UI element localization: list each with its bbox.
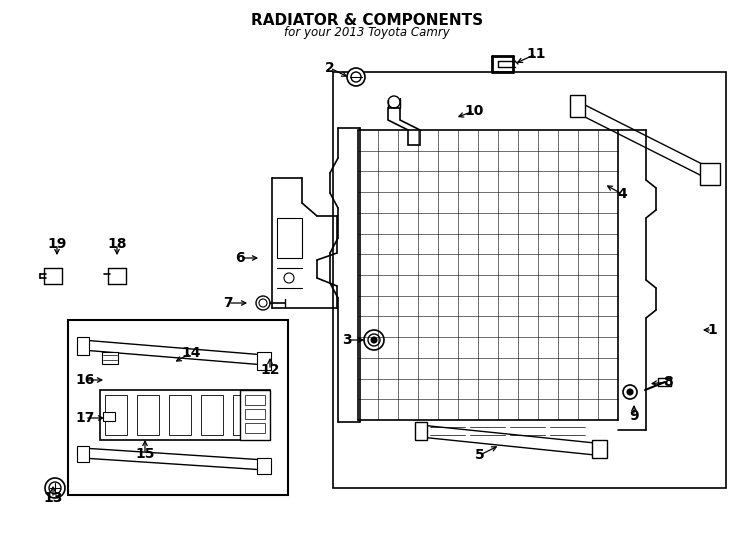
Bar [103,412,115,421]
Text: 6: 6 [235,251,245,265]
Bar [68,320,288,495]
Bar [277,218,302,258]
Polygon shape [420,425,595,455]
Bar [240,390,270,440]
Circle shape [371,337,377,343]
Bar [257,458,271,474]
Bar [245,409,265,419]
Polygon shape [388,108,420,145]
Text: 15: 15 [135,447,155,461]
Circle shape [627,389,633,395]
Bar [415,422,427,440]
Text: 7: 7 [223,296,233,310]
Bar [700,163,720,185]
Bar [245,395,265,405]
Circle shape [623,385,637,399]
Polygon shape [575,100,710,180]
Bar [570,95,585,117]
Bar [137,395,159,435]
Bar [257,352,271,370]
Text: 2: 2 [325,61,335,75]
Circle shape [259,299,267,307]
Circle shape [368,334,380,346]
Text: 1: 1 [707,323,717,337]
Bar [105,395,127,435]
Text: 12: 12 [261,363,280,377]
Text: 3: 3 [342,333,352,347]
Text: RADIATOR & COMPONENTS: RADIATOR & COMPONENTS [251,13,483,28]
Text: 4: 4 [617,187,627,201]
Circle shape [351,72,361,82]
Text: 17: 17 [76,411,95,425]
Circle shape [364,330,384,350]
Text: 18: 18 [107,237,127,251]
Polygon shape [82,448,265,470]
Circle shape [45,478,65,498]
Bar [77,337,89,355]
Bar [245,423,265,433]
Bar [201,395,223,435]
Bar [102,352,118,364]
Circle shape [256,296,270,310]
Text: for your 2013 Toyota Camry: for your 2013 Toyota Camry [284,26,450,39]
Bar [77,446,89,462]
Circle shape [347,68,365,86]
Text: 9: 9 [629,409,639,423]
Bar [100,390,270,440]
Text: 13: 13 [43,491,62,505]
Bar [169,395,191,435]
Text: 8: 8 [663,375,673,389]
Text: 19: 19 [47,237,67,251]
Text: 5: 5 [475,448,485,462]
Circle shape [49,482,61,494]
Polygon shape [82,340,265,365]
Bar [592,440,607,458]
Text: 11: 11 [526,47,546,61]
Text: 10: 10 [465,104,484,118]
Text: 16: 16 [76,373,95,387]
Text: 14: 14 [181,346,201,360]
Bar [233,395,255,435]
